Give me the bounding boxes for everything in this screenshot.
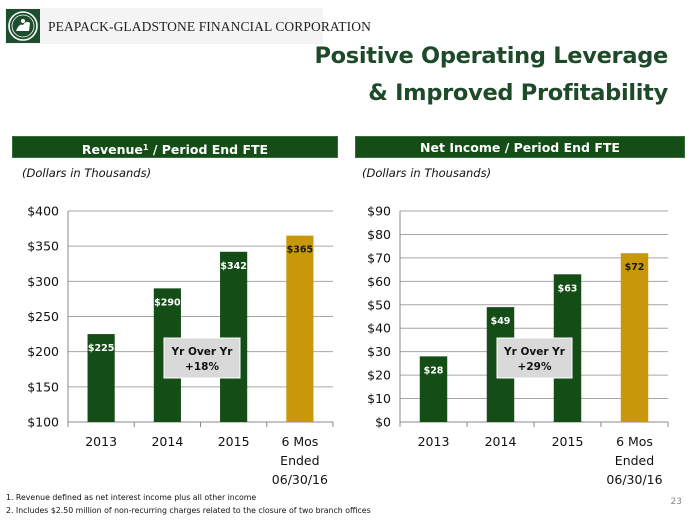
- data-label: $290: [154, 297, 181, 308]
- y-tick-label: $70: [367, 250, 391, 265]
- yoy-callout-label: Yr Over Yr: [503, 346, 566, 358]
- x-tick-label: Ended: [615, 453, 654, 468]
- y-tick-label: $400: [27, 204, 59, 219]
- bar: [419, 356, 448, 422]
- page-title: Positive Operating Leverage & Improved P…: [314, 38, 668, 112]
- bar: [220, 251, 248, 422]
- footnote-1: 1. Revenue defined as net interest incom…: [6, 493, 257, 502]
- y-tick-label: $150: [27, 379, 59, 394]
- yoy-callout-value: +18%: [185, 361, 219, 373]
- revenue-header-text: Revenue: [81, 142, 143, 157]
- bar: [87, 334, 115, 422]
- x-tick-label: 06/30/16: [272, 472, 328, 487]
- data-label: $365: [287, 245, 313, 256]
- data-label: $49: [491, 316, 511, 327]
- revenue-panel-header: Revenue1 / Period End FTE: [12, 136, 338, 158]
- y-tick-label: $40: [367, 321, 391, 336]
- net-income-per-fte-chart: $0 $10 $20 $30 $40 $50 $60 $70 $80 $90 $28 2013 $49 2…: [367, 204, 669, 487]
- net-income-units-subtitle: (Dollars in Thousands): [362, 166, 492, 180]
- data-label: $342: [220, 261, 246, 272]
- x-tick-label: 6 Mos: [616, 434, 653, 449]
- x-tick-label: 2014: [485, 434, 517, 449]
- bar: [286, 235, 314, 422]
- company-logo-banner: [5, 8, 323, 44]
- bar: [620, 253, 649, 422]
- x-tick-label: 6 Mos: [281, 434, 318, 449]
- x-tick-label: 2015: [552, 434, 584, 449]
- seal-emblem-icon: [6, 9, 40, 43]
- data-label: $63: [558, 283, 578, 294]
- revenue-units-subtitle: (Dollars in Thousands): [22, 166, 152, 180]
- data-label: $28: [424, 365, 444, 376]
- y-tick-label: $100: [27, 415, 59, 430]
- footnote-ref-1: 1: [142, 143, 149, 152]
- y-tick-label: $10: [367, 391, 391, 406]
- yoy-callout-box: [496, 337, 573, 379]
- y-tick-label: $350: [27, 239, 59, 254]
- y-tick-label: $250: [27, 309, 59, 324]
- y-tick-label: $60: [367, 274, 391, 289]
- y-tick-label: $300: [27, 274, 59, 289]
- y-tick-label: $90: [367, 204, 391, 219]
- footnote-2: 2. Includes $2.50 million of non-recurri…: [6, 506, 371, 515]
- y-tick-label: $30: [367, 344, 391, 359]
- y-tick-label: $50: [367, 297, 391, 312]
- page-title-line-2: & Improved Profitability: [368, 80, 668, 106]
- data-label: $72: [625, 262, 645, 273]
- x-tick-label: 06/30/16: [606, 472, 662, 487]
- x-tick-label: 2013: [418, 434, 450, 449]
- yoy-callout-value: +29%: [518, 361, 552, 373]
- y-tick-label: $0: [375, 415, 391, 430]
- yoy-callout-box: [163, 337, 241, 379]
- revenue-per-fte-chart: $100 $150 $200 $250 $300 $350 $400 $225 2013 $290…: [27, 204, 334, 487]
- x-tick-label: Ended: [280, 453, 319, 468]
- x-tick-label: 2014: [151, 434, 183, 449]
- y-tick-label: $80: [367, 227, 391, 242]
- x-tick-label: 2015: [218, 434, 250, 449]
- yoy-callout-label: Yr Over Yr: [171, 346, 234, 358]
- company-name: PEAPACK-GLADSTONE FINANCIAL CORPORATION: [48, 19, 371, 34]
- y-tick-label: $20: [367, 368, 391, 383]
- revenue-header-rest: / Period End FTE: [148, 142, 269, 157]
- net-income-header-text: Net Income / Period End FTE: [420, 140, 620, 155]
- data-label: $225: [88, 343, 114, 354]
- page-number: 23: [670, 497, 682, 507]
- page-title-line-1: Positive Operating Leverage: [314, 43, 668, 69]
- y-tick-label: $200: [27, 344, 59, 359]
- x-tick-label: 2013: [85, 434, 117, 449]
- net-income-panel-header: Net Income / Period End FTE: [355, 136, 685, 158]
